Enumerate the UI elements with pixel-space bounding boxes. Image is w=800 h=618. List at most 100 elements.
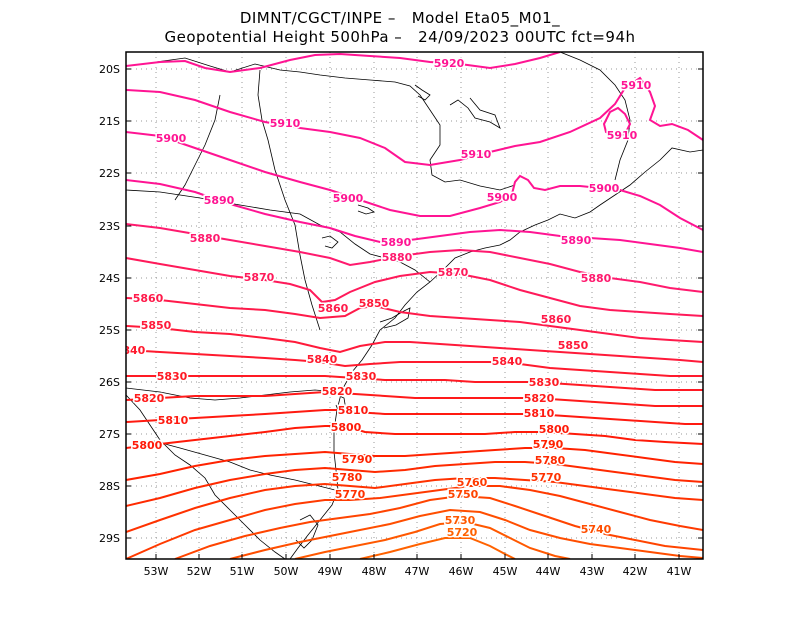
lat-label: 23S [99, 220, 120, 233]
contour-label: 5910 [621, 79, 652, 92]
contour-label-halo: 5770 [335, 488, 366, 501]
contour-label-halo: 5790 [342, 453, 373, 466]
lat-label: 28S [99, 480, 120, 493]
state-border-sc-rs [149, 439, 336, 491]
title-line-2: Geopotential Height 500hPa – 24/09/2023 … [164, 28, 636, 46]
lat-axis [126, 68, 703, 539]
lon-label: 52W [187, 565, 212, 578]
contour-label-halo: 5900 [156, 132, 187, 145]
contour-5840 [126, 349, 703, 377]
contour-label: 5910 [461, 148, 492, 161]
contour-5770 [126, 477, 703, 533]
contour-5870 [126, 257, 703, 317]
contour-label-halo: 5890 [561, 234, 592, 247]
lake-small-2 [321, 235, 339, 249]
contour-label-halo: 5890 [381, 236, 412, 249]
contour-label: 5870 [438, 266, 469, 279]
lake-furnas [449, 97, 501, 129]
contour-label-halo: 5840 [307, 353, 338, 366]
contour-label-halo: 5920 [434, 57, 465, 70]
contour-5860 [126, 297, 703, 343]
contour-label: 5840 [307, 353, 338, 366]
contour-label: 5750 [448, 488, 479, 501]
contour-5920 [126, 52, 561, 74]
contour-label-halo: 5830 [529, 376, 560, 389]
contour-label: 5840 [115, 344, 146, 357]
contour-5780 [126, 461, 703, 507]
title-line-1: DIMNT/CGCT/INPE – Model Eta05_M01_ [239, 9, 561, 27]
contour-label: 5860 [133, 292, 164, 305]
contour-5910 [126, 76, 703, 167]
border-argentina [126, 394, 286, 559]
contour-label: 5720 [447, 526, 478, 539]
contour-label-halo: 5910 [621, 79, 652, 92]
contour-label: 5810 [338, 404, 369, 417]
lon-label: 48W [362, 565, 387, 578]
lat-label: 29S [99, 532, 120, 545]
contour-label: 5880 [382, 251, 413, 264]
lon-label: 46W [449, 565, 474, 578]
contour-label: 5800 [539, 423, 570, 436]
contour-label: 5890 [561, 234, 592, 247]
contour-label: 5770 [531, 471, 562, 484]
contour-label: 5780 [332, 471, 363, 484]
contour-label-halo: 5900 [487, 191, 518, 204]
contour-label: 5890 [381, 236, 412, 249]
contour-label-halo: 5820 [134, 392, 165, 405]
contour-5830 [126, 375, 703, 391]
contour-label-halo: 5850 [558, 339, 589, 352]
contour-label: 5910 [607, 129, 638, 142]
contour-label-halo: 5810 [338, 404, 369, 417]
state-border-mg-es [559, 52, 631, 181]
contour-label: 5850 [359, 297, 390, 310]
contour-label: 5770 [335, 488, 366, 501]
contour-label: 5740 [581, 523, 612, 536]
contour-label-halo: 5750 [448, 488, 479, 501]
contour-label-halo: 5730 [445, 514, 476, 527]
lon-label: 44W [536, 565, 561, 578]
lat-label: 21S [99, 115, 120, 128]
contour-label: 5920 [434, 57, 465, 70]
contour-5890 [126, 179, 703, 253]
state-border-ms-sp [174, 94, 221, 201]
contour-label-halo: 5810 [158, 414, 189, 427]
coastline [289, 147, 703, 559]
contour-label-halo: 5860 [133, 292, 164, 305]
lat-label: 20S [99, 63, 120, 76]
lon-labels: 53W 52W 51W 50W 49W 48W 47W 46W 45W 44W … [144, 565, 692, 578]
lon-label: 43W [580, 565, 605, 578]
contour-label-halo: 5820 [524, 392, 555, 405]
contour-label: 5790 [342, 453, 373, 466]
lon-label: 41W [667, 565, 692, 578]
contour-label: 5830 [529, 376, 560, 389]
contour-label-halo: 5840 [115, 344, 146, 357]
contour-label: 5860 [318, 302, 349, 315]
lon-label: 50W [274, 565, 299, 578]
contour-label: 5800 [331, 421, 362, 434]
contour-5800 [126, 425, 703, 449]
contour-5810 [126, 409, 703, 425]
contour-label-halo: 5810 [524, 407, 555, 420]
contour-label-halo: 5800 [539, 423, 570, 436]
contour-label-halo: 5790 [533, 438, 564, 451]
contour-label-halo: 5900 [333, 192, 364, 205]
contour-label: 5860 [541, 313, 572, 326]
contour-label-halo: 5910 [461, 148, 492, 161]
contour-label: 5870 [244, 271, 275, 284]
state-border-pr-sc [126, 387, 338, 401]
contour-label: 5820 [134, 392, 165, 405]
contour-label: 5880 [190, 232, 221, 245]
lat-label: 25S [99, 324, 120, 337]
contour-label: 5900 [156, 132, 187, 145]
contour-label-halo: 5830 [157, 370, 188, 383]
contour-label-halo: 5770 [531, 471, 562, 484]
contour-label-halo: 5720 [447, 526, 478, 539]
contour-5740 [229, 508, 703, 559]
contour-label: 5830 [346, 370, 377, 383]
contour-label-halo: 5840 [492, 355, 523, 368]
contour-label-halo: 5900 [589, 182, 620, 195]
lake-small-3 [357, 204, 375, 215]
contour-label-halo: 5890 [204, 194, 235, 207]
contour-5790 [126, 447, 703, 481]
